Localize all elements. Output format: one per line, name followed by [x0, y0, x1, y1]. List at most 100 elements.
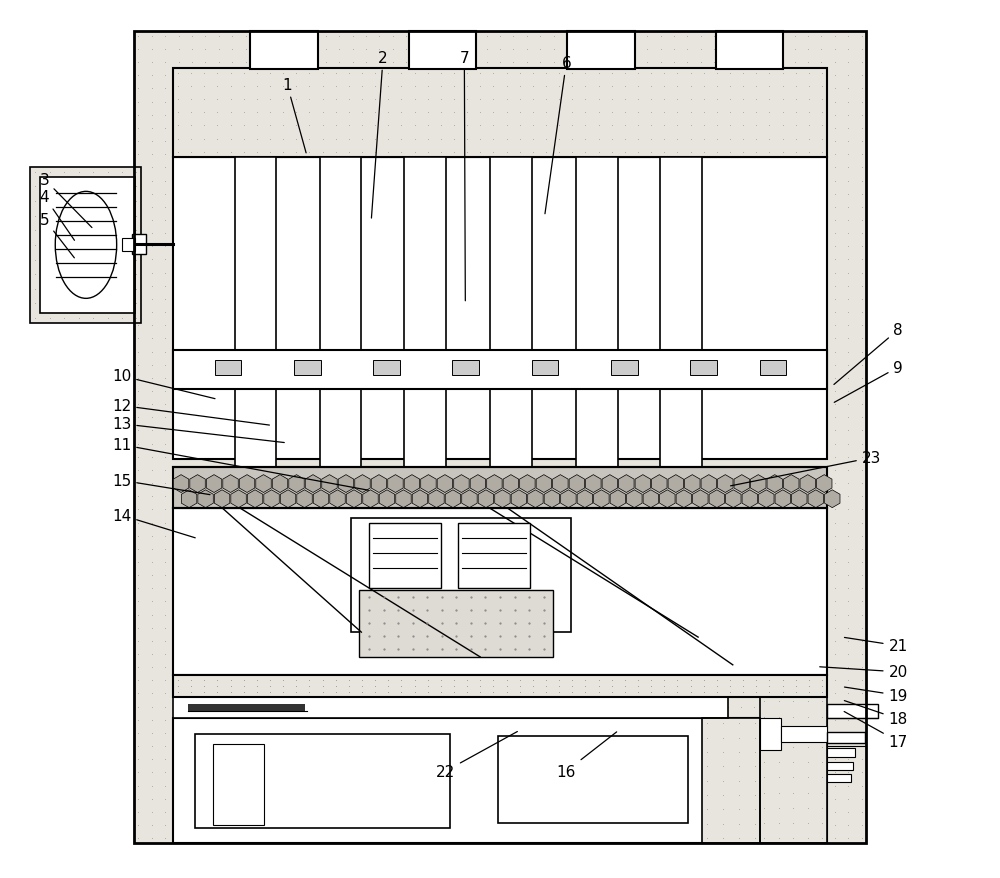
Polygon shape [751, 475, 766, 493]
Polygon shape [338, 475, 354, 493]
Polygon shape [817, 475, 832, 493]
Bar [660, 390, 702, 469]
Bar [369, 523, 441, 588]
Polygon shape [800, 475, 815, 493]
Bar [576, 390, 618, 469]
Polygon shape [297, 490, 312, 508]
Bar [760, 718, 781, 750]
Polygon shape [569, 475, 585, 493]
Polygon shape [767, 475, 782, 493]
Polygon shape [693, 490, 708, 508]
Text: 23: 23 [731, 450, 881, 486]
Bar [827, 748, 855, 757]
Text: 15: 15 [112, 473, 210, 495]
Text: 12: 12 [112, 399, 269, 426]
Polygon shape [627, 490, 642, 508]
Polygon shape [577, 490, 593, 508]
Bar [134, 32, 866, 843]
Bar [498, 737, 688, 824]
Polygon shape [404, 475, 420, 493]
Text: 22: 22 [436, 731, 517, 779]
Bar [827, 732, 865, 744]
Polygon shape [561, 490, 576, 508]
Polygon shape [784, 475, 799, 493]
Bar [760, 697, 827, 843]
Polygon shape [553, 475, 568, 493]
Polygon shape [528, 490, 543, 508]
Polygon shape [709, 490, 725, 508]
Polygon shape [330, 490, 345, 508]
Bar [235, 390, 276, 469]
Text: 6: 6 [545, 56, 571, 214]
Polygon shape [256, 475, 271, 493]
Text: 1: 1 [282, 77, 306, 154]
Text: 16: 16 [557, 732, 617, 779]
Polygon shape [206, 475, 222, 493]
Bar [173, 697, 728, 718]
Text: 21: 21 [844, 637, 908, 653]
Polygon shape [462, 490, 477, 508]
Text: 17: 17 [844, 712, 908, 749]
Polygon shape [198, 490, 213, 508]
Text: 18: 18 [844, 701, 908, 726]
Polygon shape [808, 490, 823, 508]
Text: 13: 13 [112, 417, 284, 443]
Text: 10: 10 [112, 369, 215, 399]
Polygon shape [635, 475, 651, 493]
Polygon shape [759, 490, 774, 508]
Bar [173, 467, 827, 508]
Polygon shape [701, 475, 717, 493]
Polygon shape [388, 475, 403, 493]
Polygon shape [264, 490, 279, 508]
Text: 14: 14 [112, 508, 195, 538]
Bar [173, 68, 827, 157]
Bar [173, 350, 827, 390]
Polygon shape [421, 475, 436, 493]
Polygon shape [775, 490, 791, 508]
Bar [827, 705, 878, 718]
Bar [458, 523, 530, 588]
Bar [611, 360, 638, 375]
Bar [173, 508, 827, 675]
Polygon shape [668, 475, 684, 493]
Bar [134, 32, 866, 843]
Text: 20: 20 [820, 665, 908, 680]
Bar [294, 360, 321, 375]
Text: 11: 11 [112, 437, 369, 491]
Bar [827, 774, 851, 781]
Polygon shape [379, 490, 395, 508]
Bar [702, 718, 760, 843]
Bar [30, 168, 141, 324]
Bar [702, 718, 760, 843]
Bar [215, 360, 241, 375]
Bar [320, 390, 361, 469]
Polygon shape [734, 475, 750, 493]
Bar [213, 745, 264, 825]
Polygon shape [313, 490, 329, 508]
Ellipse shape [55, 192, 117, 299]
Polygon shape [495, 490, 510, 508]
Polygon shape [429, 490, 444, 508]
Polygon shape [594, 490, 609, 508]
Polygon shape [272, 475, 288, 493]
Bar [359, 590, 553, 657]
Bar [490, 157, 532, 350]
Text: 5: 5 [40, 212, 74, 258]
Polygon shape [825, 490, 840, 508]
Bar [404, 157, 446, 350]
Polygon shape [676, 490, 692, 508]
Bar [122, 239, 135, 251]
Bar [409, 32, 476, 69]
Polygon shape [289, 475, 304, 493]
Bar [173, 157, 827, 459]
Polygon shape [363, 490, 378, 508]
Bar [490, 390, 532, 469]
Polygon shape [437, 475, 453, 493]
Polygon shape [602, 475, 618, 493]
Text: 2: 2 [371, 51, 388, 219]
Bar [40, 177, 135, 313]
Polygon shape [181, 490, 197, 508]
Polygon shape [520, 475, 535, 493]
Bar [576, 157, 618, 350]
Polygon shape [322, 475, 337, 493]
